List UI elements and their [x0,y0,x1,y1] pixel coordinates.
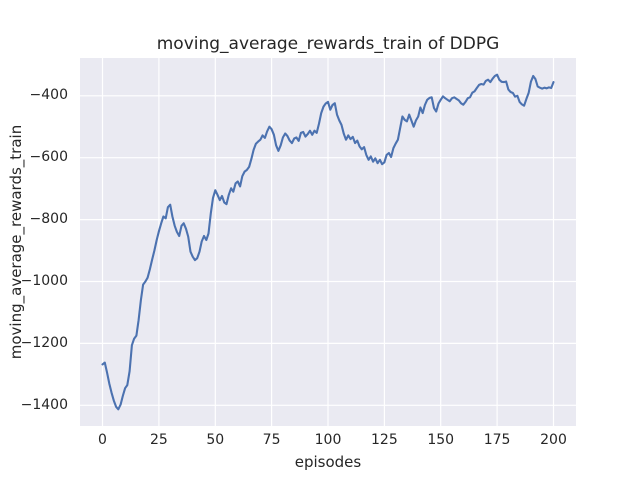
grid [80,58,576,426]
x-tick-label: 100 [314,432,342,448]
y-axis-label: moving_average_rewards_train [7,124,25,360]
y-tick-label: −600 [29,149,68,166]
x-tick-label: 75 [262,432,281,448]
y-tick-label: −400 [29,87,68,104]
x-tick-label: 175 [483,432,511,448]
plot-svg [80,58,576,426]
x-tick-label: 150 [427,432,455,448]
x-tick-label: 50 [206,432,225,448]
x-tick-label: 25 [149,432,168,448]
x-tick-label: 125 [371,432,398,448]
series-line [101,73,555,411]
y-tick-label: −1400 [20,396,68,413]
y-tick-label: −1200 [20,334,68,351]
y-tick-label: −1000 [20,273,68,289]
x-tick-label: 200 [540,432,567,448]
y-tick-label: −800 [29,211,68,228]
x-axis-label: episodes [294,453,362,471]
chart-title: moving_average_rewards_train of DDPG [156,34,500,54]
x-tick-label: 0 [98,432,107,448]
plot-area [80,58,576,426]
